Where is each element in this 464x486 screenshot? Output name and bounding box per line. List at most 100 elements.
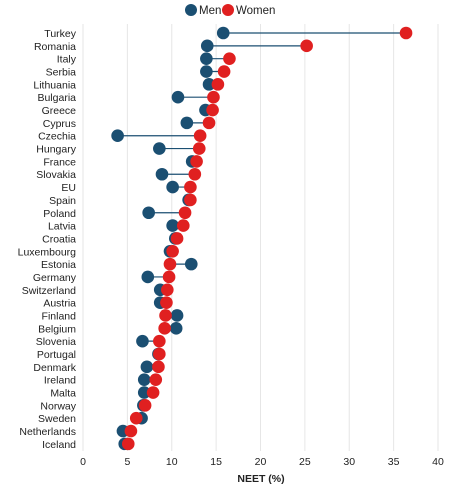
men-point <box>184 257 198 271</box>
category-label: Slovakia <box>36 169 76 181</box>
men-point <box>166 219 179 232</box>
legend: Men Women <box>185 4 275 17</box>
men-point <box>216 26 230 40</box>
category-label: Hungary <box>36 144 76 156</box>
men-point <box>166 180 179 194</box>
men-point <box>141 270 155 284</box>
category-label: Lithuania <box>33 79 76 91</box>
men-point <box>111 129 124 143</box>
category-label: Serbia <box>46 67 77 79</box>
category-label: Turkey <box>44 28 76 40</box>
women-point <box>121 437 135 451</box>
x-tick-label: 35 <box>388 456 400 468</box>
category-label: Austria <box>43 298 76 310</box>
women-point <box>211 78 225 91</box>
women-point <box>160 296 173 309</box>
men-point <box>200 39 214 53</box>
x-tick-label: 30 <box>343 456 355 468</box>
men-point <box>169 322 183 335</box>
men-point <box>202 78 216 91</box>
women-point <box>170 232 184 245</box>
men-point <box>170 309 184 322</box>
men-point <box>155 167 169 181</box>
x-tick-label: 10 <box>166 456 178 468</box>
women-point <box>217 65 231 78</box>
category-label: Slovenia <box>36 336 76 348</box>
women-point <box>184 180 197 194</box>
category-labels: TurkeyRomaniaItalySerbiaLithuaniaBulgari… <box>18 28 77 451</box>
men-point <box>180 116 194 130</box>
category-label: Norway <box>40 400 76 412</box>
category-label: Italy <box>57 54 77 66</box>
category-label: Switzerland <box>22 285 76 297</box>
x-tick-label: 40 <box>432 456 444 468</box>
women-point <box>138 399 152 412</box>
category-label: Czechia <box>38 131 76 143</box>
women-point <box>178 206 192 220</box>
women-point <box>153 347 166 361</box>
women-point <box>223 52 236 65</box>
women-point <box>190 155 203 168</box>
women-point <box>146 386 160 399</box>
women-point <box>188 167 202 181</box>
category-label: Denmark <box>33 362 76 374</box>
legend-women-marker <box>222 4 234 16</box>
category-label: Greece <box>42 105 77 117</box>
category-label: Belgium <box>38 323 76 335</box>
category-label: EU <box>61 182 76 194</box>
category-label: Germany <box>33 272 77 284</box>
men-point <box>140 360 154 374</box>
category-label: Finland <box>42 310 77 322</box>
legend-men-label: Men <box>199 5 221 17</box>
category-label: Poland <box>43 208 76 220</box>
category-label: Croatia <box>42 233 76 245</box>
x-tick-label: 20 <box>255 456 267 468</box>
women-point <box>153 334 166 348</box>
men-point <box>200 65 213 78</box>
women-point <box>159 309 172 322</box>
men-point <box>200 52 213 65</box>
men-point <box>136 334 149 348</box>
men-point <box>153 142 166 155</box>
women-point <box>202 116 216 130</box>
x-tick-label: 5 <box>124 456 130 468</box>
women-point <box>184 193 197 207</box>
women-point <box>124 424 138 438</box>
women-point <box>129 411 143 425</box>
legend-women-label: Women <box>236 5 275 17</box>
category-label: Estonia <box>41 259 76 271</box>
category-label: Latvia <box>48 221 76 233</box>
women-point <box>192 142 206 155</box>
data-points <box>111 26 413 451</box>
women-point <box>300 39 313 53</box>
women-point <box>166 244 179 258</box>
x-tick-label: 15 <box>210 456 222 468</box>
category-label: Ireland <box>44 375 76 387</box>
women-point <box>158 322 171 335</box>
men-point <box>137 386 151 399</box>
category-label: Malta <box>50 388 76 400</box>
category-label: Cyprus <box>43 118 76 130</box>
women-point <box>163 257 177 271</box>
men-point <box>171 90 185 104</box>
x-tick-label: 0 <box>80 456 86 468</box>
category-label: Luxembourg <box>18 246 77 258</box>
women-point <box>206 103 219 117</box>
category-label: Sweden <box>38 413 76 425</box>
women-point <box>193 129 207 143</box>
women-point <box>149 373 163 386</box>
category-label: Spain <box>49 195 76 207</box>
men-point <box>137 373 151 386</box>
gridlines <box>82 24 439 451</box>
category-label: Romania <box>34 41 76 53</box>
category-label: Netherlands <box>19 426 76 438</box>
women-point <box>152 360 165 374</box>
legend-men-marker <box>185 4 197 16</box>
women-point <box>176 219 190 232</box>
category-label: France <box>43 156 76 168</box>
x-axis-label: NEET (%) <box>237 473 284 485</box>
x-tick-label: 25 <box>299 456 311 468</box>
women-point <box>162 270 176 284</box>
category-label: Bulgaria <box>37 92 76 104</box>
